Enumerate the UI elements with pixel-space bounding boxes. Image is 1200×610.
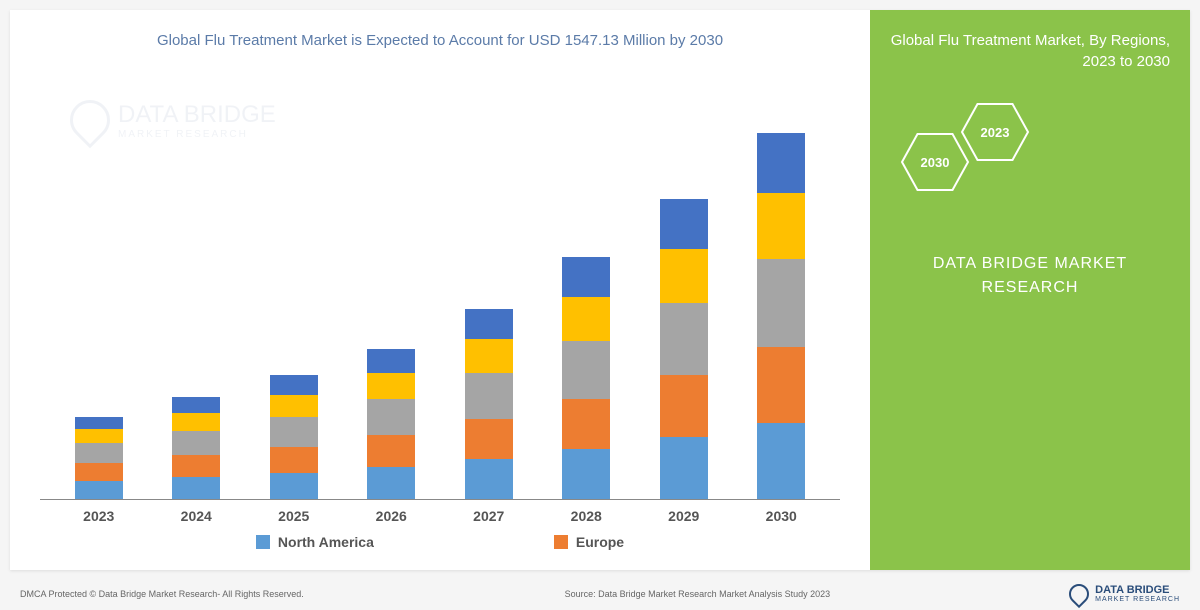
legend-label: North America [278, 534, 374, 550]
bar-segment [660, 375, 708, 437]
watermark-text: DATA BRIDGE MARKET RESEARCH [118, 101, 276, 140]
bar-segment [660, 437, 708, 499]
bar-stack [75, 417, 123, 499]
bar-column [166, 397, 226, 499]
bar-stack [562, 257, 610, 499]
bar-segment [660, 249, 708, 303]
brand-text: DATA BRIDGE MARKET RESEARCH [890, 252, 1170, 300]
legend-item: North America [256, 534, 374, 550]
bar-segment [562, 297, 610, 341]
bar-segment [660, 303, 708, 375]
bar-stack [172, 397, 220, 499]
watermark-logo-icon [62, 92, 119, 149]
bar-column [361, 349, 421, 499]
footer-source: Source: Data Bridge Market Research Mark… [525, 589, 1070, 599]
bar-segment [465, 309, 513, 339]
footer: DMCA Protected © Data Bridge Market Rese… [20, 584, 1180, 604]
bar-segment [172, 413, 220, 431]
bar-segment [465, 459, 513, 499]
x-axis-label: 2030 [751, 508, 811, 524]
bar-segment [172, 477, 220, 499]
bar-segment [562, 449, 610, 499]
footer-logo-icon [1069, 584, 1089, 604]
right-panel-title: Global Flu Treatment Market, By Regions,… [890, 30, 1170, 72]
bar-segment [75, 417, 123, 429]
x-axis-label: 2025 [264, 508, 324, 524]
bar-segment [562, 341, 610, 399]
bar-segment [465, 419, 513, 459]
x-axis-label: 2029 [654, 508, 714, 524]
bar-segment [270, 473, 318, 499]
bar-segment [172, 397, 220, 413]
bar-segment [757, 193, 805, 259]
bar-segment [562, 257, 610, 297]
hex-year-badges: 2030 2023 [900, 102, 1170, 222]
right-panel: Global Flu Treatment Market, By Regions,… [870, 10, 1190, 570]
bar-segment [270, 375, 318, 395]
legend-swatch [256, 535, 270, 549]
bar-segment [465, 339, 513, 373]
chart-area: 2023 2024 2025 2026 2027 2028 2029 2030 North A… [40, 71, 840, 560]
x-axis-labels: 2023 2024 2025 2026 2027 2028 2029 2030 [40, 500, 840, 524]
bar-segment [172, 431, 220, 455]
bar-segment [562, 399, 610, 449]
bar-segment [270, 447, 318, 473]
bar-segment [757, 259, 805, 347]
footer-logo-text: DATA BRIDGE MARKET RESEARCH [1095, 584, 1180, 604]
x-axis-label: 2026 [361, 508, 421, 524]
bar-segment [367, 435, 415, 467]
bar-segment [367, 467, 415, 499]
chart-panel: Global Flu Treatment Market is Expected … [10, 10, 870, 570]
chart-legend: North America Europe [40, 524, 840, 560]
bar-segment [465, 373, 513, 419]
bar-column [654, 199, 714, 499]
bar-stack [757, 133, 805, 499]
chart-title: Global Flu Treatment Market is Expected … [40, 30, 840, 51]
bar-stack [465, 309, 513, 499]
bar-column [264, 375, 324, 499]
bar-column [556, 257, 616, 499]
x-axis-label: 2027 [459, 508, 519, 524]
bar-segment [367, 349, 415, 373]
bar-column [751, 133, 811, 499]
footer-logo: DATA BRIDGE MARKET RESEARCH [1069, 584, 1180, 604]
bar-stack [660, 199, 708, 499]
footer-copyright: DMCA Protected © Data Bridge Market Rese… [20, 589, 525, 599]
bar-segment [172, 455, 220, 477]
bar-segment [757, 133, 805, 193]
bar-segment [757, 423, 805, 499]
watermark: DATA BRIDGE MARKET RESEARCH [70, 100, 276, 140]
bar-segment [270, 417, 318, 447]
bar-column [459, 309, 519, 499]
legend-label: Europe [576, 534, 624, 550]
bar-stack [270, 375, 318, 499]
bar-segment [75, 463, 123, 481]
bar-segment [75, 429, 123, 443]
x-axis-label: 2023 [69, 508, 129, 524]
legend-swatch [554, 535, 568, 549]
bar-segment [270, 395, 318, 417]
bar-segment [660, 199, 708, 249]
bar-segment [757, 347, 805, 423]
x-axis-label: 2028 [556, 508, 616, 524]
bar-segment [75, 443, 123, 463]
bar-segment [367, 399, 415, 435]
hex-badge-2023: 2023 [960, 102, 1030, 162]
bar-column [69, 417, 129, 499]
legend-item: Europe [554, 534, 624, 550]
x-axis-label: 2024 [166, 508, 226, 524]
bar-segment [75, 481, 123, 499]
bar-segment [367, 373, 415, 399]
main-container: Global Flu Treatment Market is Expected … [10, 10, 1190, 570]
bar-stack [367, 349, 415, 499]
